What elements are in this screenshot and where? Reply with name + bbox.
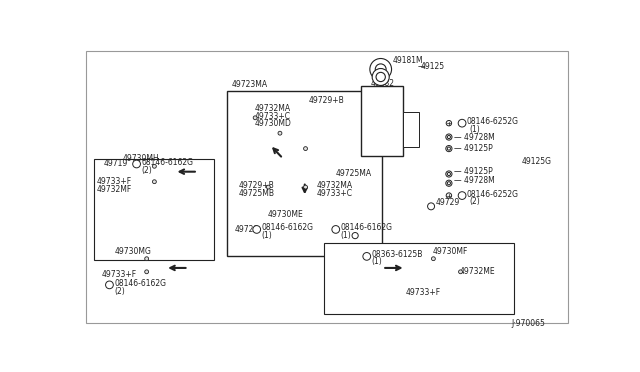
Circle shape bbox=[446, 145, 452, 152]
Text: 49733+C: 49733+C bbox=[254, 112, 291, 121]
Text: B: B bbox=[108, 282, 111, 288]
Text: (2): (2) bbox=[141, 166, 152, 174]
Circle shape bbox=[253, 225, 260, 233]
Circle shape bbox=[370, 58, 392, 80]
Bar bbox=[227, 91, 382, 256]
Circle shape bbox=[458, 192, 466, 199]
Text: 49730MD: 49730MD bbox=[254, 119, 291, 128]
Circle shape bbox=[447, 147, 451, 150]
Text: B: B bbox=[134, 161, 139, 167]
Text: 49729+B: 49729+B bbox=[239, 181, 275, 190]
Circle shape bbox=[266, 185, 270, 189]
Text: 49729: 49729 bbox=[436, 198, 460, 207]
Text: B: B bbox=[460, 193, 464, 198]
Circle shape bbox=[428, 203, 435, 210]
Circle shape bbox=[446, 134, 452, 140]
Text: 49730MF: 49730MF bbox=[433, 247, 468, 256]
Text: 49719: 49719 bbox=[103, 160, 127, 169]
Text: 49732MF: 49732MF bbox=[97, 185, 132, 194]
Text: 08146-6162G: 08146-6162G bbox=[141, 158, 193, 167]
Bar bbox=[360, 86, 403, 155]
Bar bbox=[94, 158, 214, 260]
Text: (1): (1) bbox=[469, 125, 480, 134]
Text: 49732MA: 49732MA bbox=[316, 181, 353, 190]
Text: 49730MH: 49730MH bbox=[123, 154, 159, 163]
Text: 08146-6162G: 08146-6162G bbox=[261, 224, 314, 232]
Text: 49730MG: 49730MG bbox=[115, 247, 152, 256]
Circle shape bbox=[447, 182, 451, 185]
Text: b: b bbox=[353, 233, 357, 238]
Circle shape bbox=[447, 135, 451, 139]
Text: 49181M: 49181M bbox=[392, 55, 423, 64]
Circle shape bbox=[446, 193, 452, 198]
Circle shape bbox=[376, 73, 385, 81]
Text: 49182: 49182 bbox=[371, 78, 395, 88]
Circle shape bbox=[459, 270, 463, 274]
Text: 08146-6252G: 08146-6252G bbox=[467, 189, 519, 199]
Text: 49732ME: 49732ME bbox=[460, 267, 495, 276]
Circle shape bbox=[372, 68, 389, 86]
Text: — 49125P: — 49125P bbox=[454, 144, 492, 153]
Text: (2): (2) bbox=[469, 197, 480, 206]
Circle shape bbox=[145, 257, 148, 261]
Text: 49732MA: 49732MA bbox=[254, 104, 291, 113]
Text: (1): (1) bbox=[261, 231, 272, 240]
Circle shape bbox=[458, 119, 466, 127]
Circle shape bbox=[352, 232, 358, 239]
Text: B: B bbox=[333, 227, 338, 232]
Circle shape bbox=[375, 64, 386, 75]
Text: a: a bbox=[429, 204, 433, 209]
Circle shape bbox=[253, 116, 257, 120]
Text: —: — bbox=[417, 62, 425, 71]
Text: 08363-6125B: 08363-6125B bbox=[371, 250, 423, 259]
Text: 49725MA: 49725MA bbox=[336, 170, 372, 179]
Text: (2): (2) bbox=[114, 286, 125, 295]
Text: 49725MB: 49725MB bbox=[239, 189, 275, 198]
Text: (1): (1) bbox=[371, 257, 382, 266]
Circle shape bbox=[446, 171, 452, 177]
Text: S: S bbox=[365, 254, 369, 259]
Text: 08146-6162G: 08146-6162G bbox=[114, 279, 166, 288]
Text: 49733+F: 49733+F bbox=[97, 177, 132, 186]
Bar bbox=[403, 112, 419, 147]
Circle shape bbox=[152, 164, 156, 168]
Text: (1): (1) bbox=[340, 231, 351, 240]
Text: 49733+F: 49733+F bbox=[406, 288, 440, 297]
Circle shape bbox=[447, 173, 451, 176]
Text: 49125: 49125 bbox=[421, 62, 445, 71]
Bar bbox=[324, 243, 514, 314]
Text: 49733+F: 49733+F bbox=[102, 270, 137, 279]
Text: 49733+C: 49733+C bbox=[316, 189, 353, 198]
Text: — 49728M: — 49728M bbox=[454, 132, 494, 141]
Circle shape bbox=[132, 160, 140, 168]
Text: 49125G: 49125G bbox=[521, 157, 551, 166]
Text: J·970065: J·970065 bbox=[511, 319, 545, 328]
Text: 08146-6162G: 08146-6162G bbox=[340, 224, 392, 232]
Circle shape bbox=[145, 270, 148, 274]
Text: B: B bbox=[460, 121, 464, 126]
Text: — 49728M: — 49728M bbox=[454, 176, 494, 185]
Circle shape bbox=[303, 185, 307, 189]
Circle shape bbox=[446, 180, 452, 186]
Text: 49729+B: 49729+B bbox=[308, 96, 344, 105]
Circle shape bbox=[431, 257, 435, 261]
Text: 08146-6252G: 08146-6252G bbox=[467, 117, 519, 126]
Text: 49729: 49729 bbox=[235, 225, 259, 234]
Circle shape bbox=[278, 131, 282, 135]
Text: 49730ME: 49730ME bbox=[268, 209, 303, 218]
Circle shape bbox=[332, 225, 340, 233]
Circle shape bbox=[152, 180, 156, 184]
Circle shape bbox=[106, 281, 113, 289]
Text: 49723MA: 49723MA bbox=[231, 80, 268, 89]
Text: — 49125P: — 49125P bbox=[454, 167, 492, 176]
Text: B: B bbox=[255, 227, 259, 232]
Circle shape bbox=[303, 147, 307, 151]
Circle shape bbox=[446, 121, 452, 126]
Circle shape bbox=[363, 253, 371, 260]
